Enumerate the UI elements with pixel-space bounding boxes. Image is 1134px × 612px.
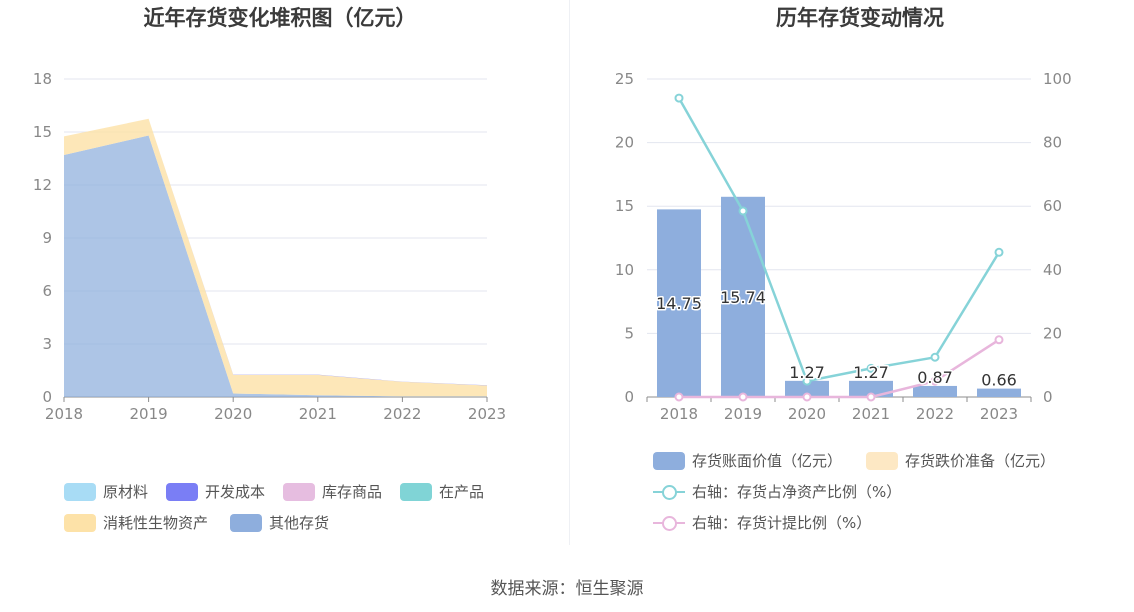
x-tick-label: 2022 bbox=[383, 405, 421, 423]
x-tick-label: 2021 bbox=[299, 405, 337, 423]
legend-label: 原材料 bbox=[103, 483, 149, 501]
bar-data-label: 1.27 bbox=[789, 363, 825, 382]
x-tick-label: 2020 bbox=[214, 405, 252, 423]
inventory-change-chart: 0 5 10 15 20 25 0 20 40 60 80 100 2018 2019 2020 2021 20… bbox=[615, 70, 1072, 423]
legend-swatch bbox=[230, 513, 262, 532]
bar-data-label: 0.66 bbox=[981, 371, 1017, 390]
legend-swatch bbox=[283, 482, 315, 501]
line-point bbox=[738, 206, 748, 216]
x-tick-label: 2018 bbox=[45, 405, 83, 423]
right-chart-title: 历年存货变动情况 bbox=[776, 6, 944, 30]
bar bbox=[657, 209, 701, 397]
y2-tick-label: 60 bbox=[1043, 197, 1062, 215]
legend-label: 其他存货 bbox=[269, 514, 330, 532]
1-legend-item[interactable]: 右轴：存货占净资产比例（%） bbox=[653, 481, 901, 502]
area-series bbox=[64, 118, 487, 397]
1-legend-item[interactable]: 存货账面价值（亿元） bbox=[653, 450, 842, 471]
y-tick-label: 18 bbox=[33, 70, 52, 88]
bar bbox=[849, 380, 893, 397]
y2-tick-label: 0 bbox=[1043, 388, 1053, 406]
bar-data-label: 14.75 bbox=[656, 294, 702, 313]
legend-swatch bbox=[653, 514, 685, 532]
left-chart-title: 近年存货变化堆积图（亿元） bbox=[143, 6, 417, 30]
bar-data-label: 0.87 bbox=[917, 368, 953, 387]
line-point bbox=[674, 93, 684, 103]
1-legend-item[interactable]: 存货跌价准备（亿元） bbox=[866, 450, 1055, 471]
line-point bbox=[802, 392, 812, 402]
y-tick-label: 25 bbox=[615, 70, 634, 88]
x-tick-label: 2021 bbox=[852, 405, 890, 423]
y-tick-label: 20 bbox=[615, 134, 634, 152]
x-tick-label: 2022 bbox=[916, 405, 954, 423]
0-legend-item[interactable]: 库存商品 bbox=[283, 481, 382, 502]
y-tick-label: 9 bbox=[42, 229, 52, 247]
x-tick-label: 2019 bbox=[130, 405, 168, 423]
x-tick-label: 2019 bbox=[724, 405, 762, 423]
legend-label: 消耗性生物资产 bbox=[103, 514, 209, 532]
y-tick-label: 0 bbox=[624, 388, 634, 406]
0-legend-item[interactable]: 开发成本 bbox=[166, 481, 265, 502]
x-tick-label: 2020 bbox=[788, 405, 826, 423]
line-point bbox=[994, 335, 1004, 345]
bar-data-label: 1.27 bbox=[853, 363, 889, 382]
0-legend-item[interactable]: 在产品 bbox=[400, 481, 484, 502]
line-point bbox=[802, 376, 812, 386]
line-point bbox=[866, 363, 876, 373]
0-legend-item[interactable]: 其他存货 bbox=[230, 512, 329, 533]
y-tick-label: 15 bbox=[33, 123, 52, 141]
x-tick-label: 2023 bbox=[468, 405, 506, 423]
y-tick-label: 0 bbox=[42, 388, 52, 406]
line-point bbox=[930, 376, 940, 386]
legend-label: 存货跌价准备（亿元） bbox=[905, 452, 1056, 470]
line-point bbox=[674, 392, 684, 402]
legend-label: 右轴：存货计提比例（%） bbox=[692, 514, 872, 532]
legend-label: 在产品 bbox=[439, 483, 485, 501]
line-point bbox=[930, 352, 940, 362]
legend-label: 库存商品 bbox=[322, 483, 383, 501]
legend-swatch bbox=[400, 482, 432, 501]
legend-swatch bbox=[653, 451, 685, 470]
chart-divider bbox=[569, 0, 570, 545]
y2-tick-label: 80 bbox=[1043, 134, 1062, 152]
bar-data-label: 15.74 bbox=[720, 288, 766, 307]
series-line bbox=[679, 338, 1000, 399]
line-point bbox=[994, 247, 1004, 257]
line-point bbox=[866, 392, 876, 402]
bar bbox=[913, 385, 957, 397]
x-tick-label: 2018 bbox=[660, 405, 698, 423]
line-point bbox=[738, 392, 748, 402]
bar bbox=[785, 380, 829, 397]
bar bbox=[977, 388, 1021, 397]
y-tick-label: 10 bbox=[615, 261, 634, 279]
stacked-area-chart: 0 3 6 9 12 15 18 2018 2019 2020 2021 2022 2023 bbox=[33, 70, 506, 423]
y2-tick-label: 20 bbox=[1043, 324, 1062, 342]
y-tick-label: 15 bbox=[615, 197, 634, 215]
series-line bbox=[677, 97, 1001, 383]
legend-swatch bbox=[64, 513, 96, 532]
y-tick-label: 3 bbox=[42, 335, 52, 353]
1-legend-item[interactable]: 右轴：存货计提比例（%） bbox=[653, 512, 871, 533]
x-tick-label: 2023 bbox=[980, 405, 1018, 423]
y2-tick-label: 40 bbox=[1043, 261, 1062, 279]
y-tick-label: 5 bbox=[624, 324, 634, 342]
legend-swatch bbox=[653, 483, 685, 501]
y-tick-label: 6 bbox=[42, 282, 52, 300]
legend-label: 存货账面价值（亿元） bbox=[692, 452, 843, 470]
y-tick-label: 12 bbox=[33, 176, 52, 194]
legend-swatch bbox=[166, 482, 198, 501]
data-source-note: 数据来源：恒生聚源 bbox=[490, 579, 644, 599]
0-legend-item[interactable]: 消耗性生物资产 bbox=[64, 512, 208, 533]
legend-swatch bbox=[866, 451, 898, 470]
0-legend-item[interactable]: 原材料 bbox=[64, 481, 148, 502]
bar bbox=[721, 196, 765, 397]
legend-swatch bbox=[64, 482, 96, 501]
legend-label: 开发成本 bbox=[205, 483, 266, 501]
area-series bbox=[64, 135, 487, 397]
y2-tick-label: 100 bbox=[1043, 70, 1072, 88]
legend-label: 右轴：存货占净资产比例（%） bbox=[692, 483, 902, 501]
